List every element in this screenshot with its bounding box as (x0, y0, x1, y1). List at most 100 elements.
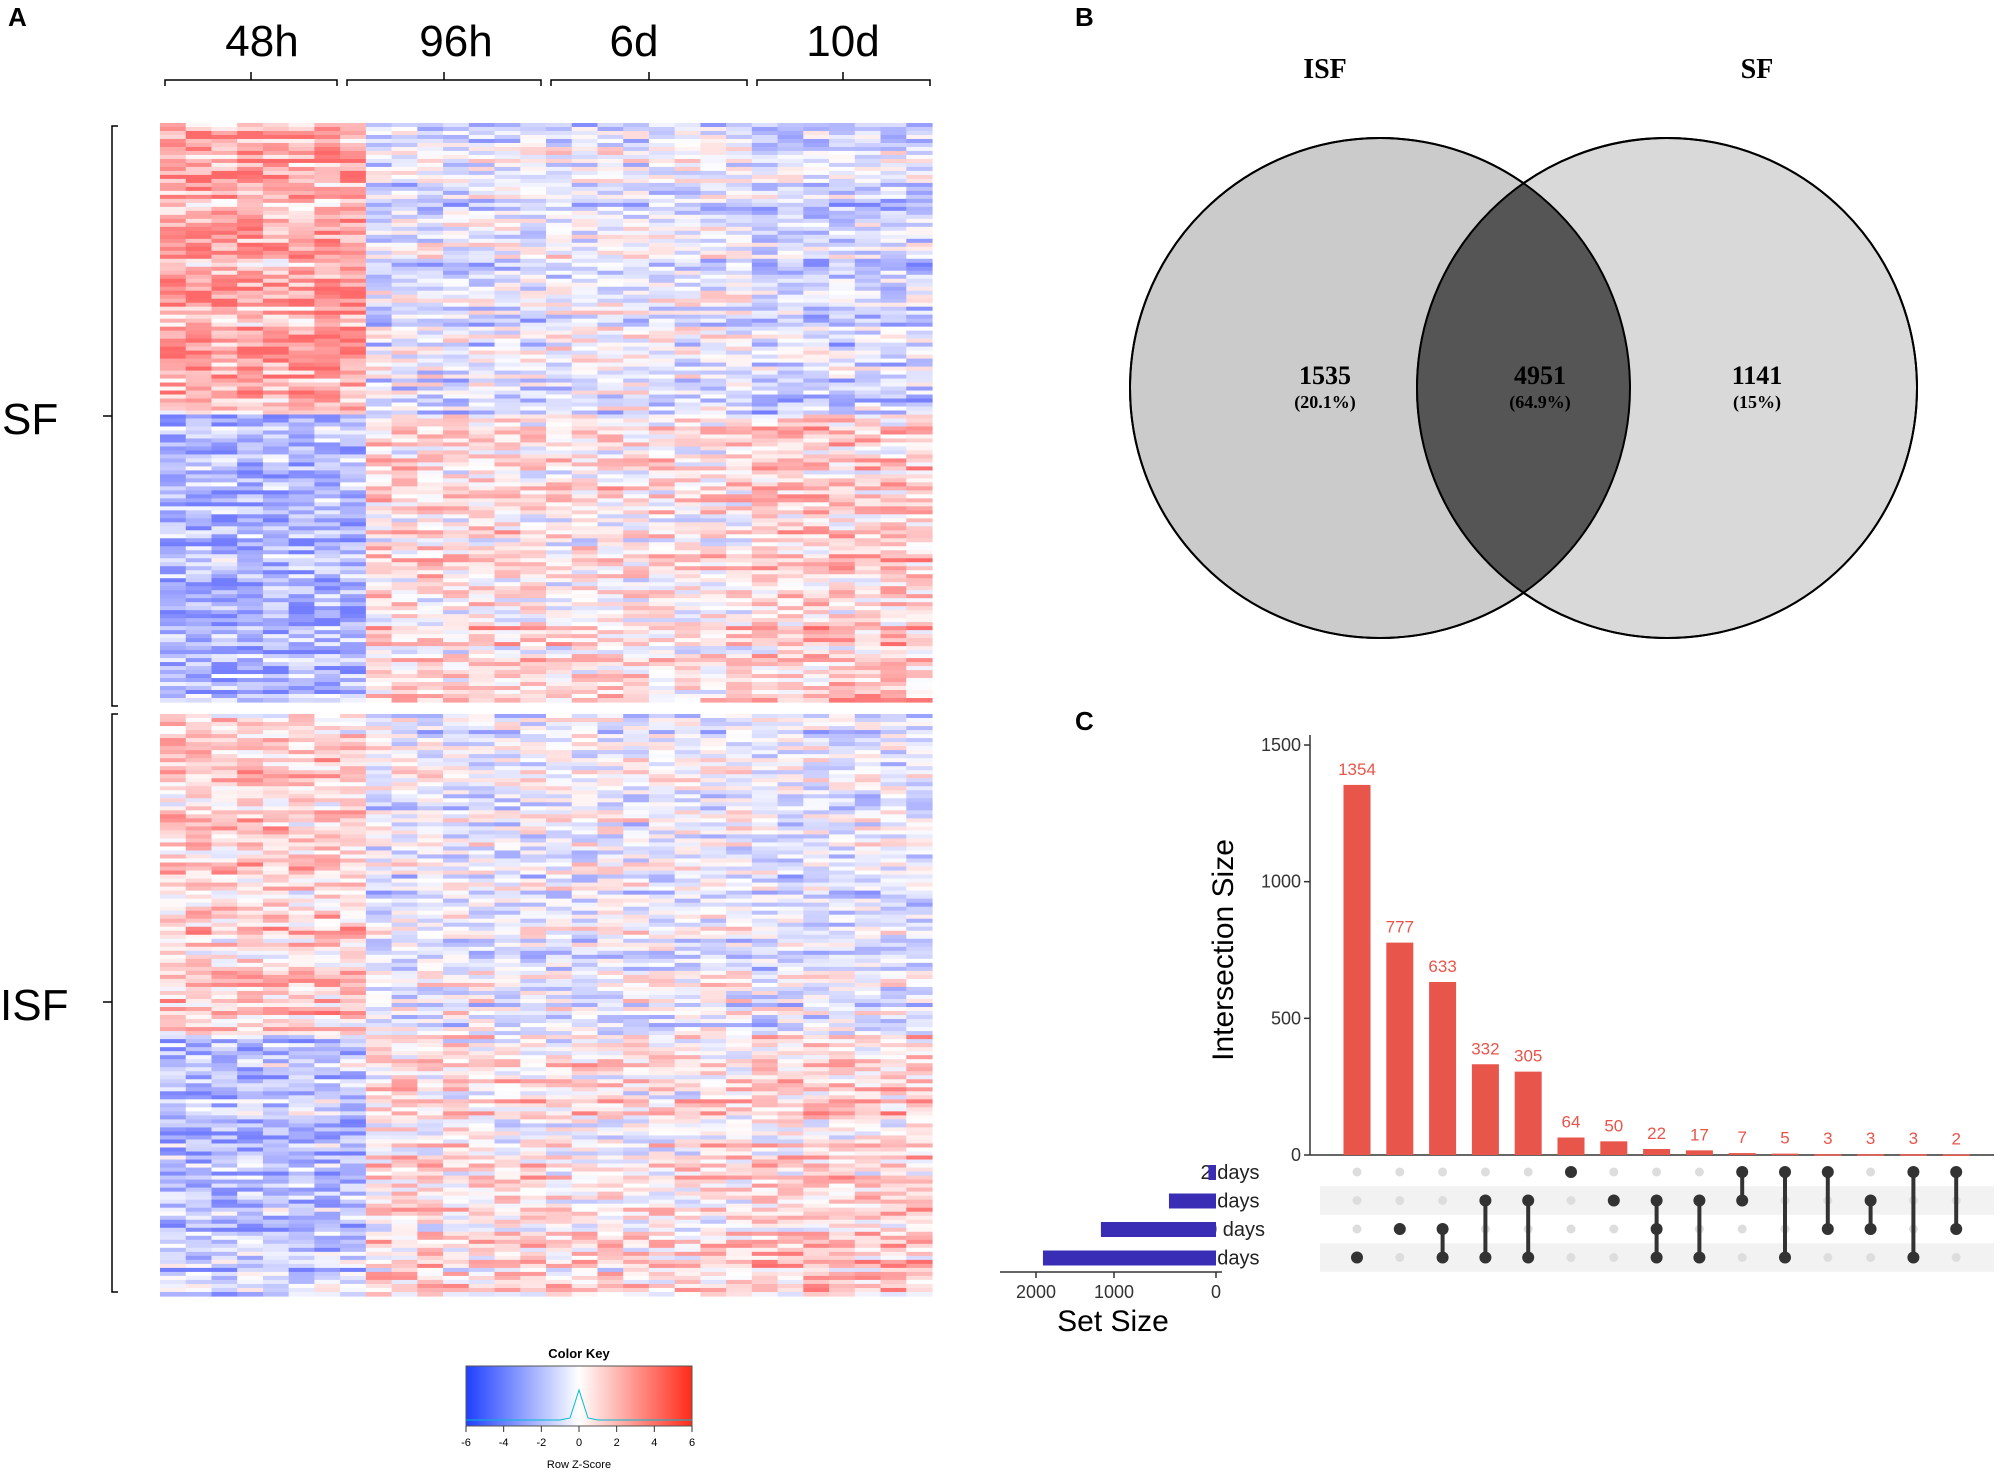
matrix-dot-off (1438, 1196, 1448, 1205)
venn-count-both: 4951 (1514, 361, 1566, 390)
intersection-bar (1600, 1141, 1628, 1155)
intersection-bar (1814, 1154, 1842, 1156)
bar-value-label: 50 (1604, 1116, 1623, 1135)
color-key-tick-label: 0 (576, 1437, 582, 1449)
bar-value-label: 64 (1562, 1113, 1581, 1132)
matrix-dot-off (1523, 1167, 1533, 1177)
matrix-dot-off (1480, 1167, 1490, 1177)
bar-value-label: 1354 (1338, 760, 1376, 779)
venn-label-sf: SF (1741, 54, 1774, 85)
matrix-dot-off (1866, 1167, 1876, 1177)
intersection-bar (1643, 1148, 1671, 1155)
bar-value-label: 3 (1866, 1129, 1875, 1148)
matrix-dot-off (1823, 1253, 1833, 1262)
matrix-dot-on (1821, 1166, 1834, 1178)
matrix-dot-off (1395, 1196, 1405, 1205)
venn-pct-both: (64.9%) (1509, 392, 1571, 413)
matrix-dot-on (1436, 1251, 1449, 1264)
matrix-dot-on (1565, 1166, 1577, 1178)
matrix-dot-off (1566, 1253, 1576, 1262)
bar-value-label: 3 (1823, 1129, 1832, 1148)
set-size-tick-label: 0 (1211, 1282, 1221, 1302)
bar-value-label: 3 (1909, 1129, 1918, 1148)
color-key-xlabel: Row Z-Score (547, 1459, 611, 1471)
matrix-dot-on (1907, 1166, 1920, 1178)
matrix-dot-on (1821, 1223, 1834, 1235)
column-brackets (164, 72, 931, 86)
intersection-bar (1771, 1153, 1799, 1156)
group-label-isf: ISF (0, 981, 68, 1030)
venn-count-isf-only: 1535 (1299, 361, 1351, 390)
intersection-bar (1557, 1137, 1585, 1155)
panel-label-a: A (8, 2, 27, 32)
matrix-dot-on (1950, 1166, 1963, 1178)
matrix-dot-off (1951, 1253, 1961, 1262)
matrix-dot-off (1352, 1167, 1362, 1177)
matrix-dot-off (1652, 1167, 1662, 1177)
matrix-dot-on (1479, 1251, 1492, 1264)
matrix-dot-on (1522, 1251, 1535, 1264)
timepoint-label: 6d (610, 17, 659, 66)
intersection-bar (1343, 784, 1371, 1155)
set-size-bar (1208, 1165, 1216, 1180)
matrix-dot-on (1864, 1194, 1877, 1207)
bar-value-label: 17 (1690, 1125, 1709, 1144)
bar-value-label: 5 (1780, 1129, 1789, 1148)
color-key-tick-label: 4 (651, 1437, 657, 1449)
matrix-dot-on (1864, 1223, 1877, 1235)
matrix-dot-off (1609, 1167, 1619, 1177)
venn-intersection (1417, 138, 1630, 638)
set-size-tick-label: 1000 (1094, 1282, 1134, 1302)
venn-pct-isf-only: (20.1%) (1294, 392, 1356, 413)
bar-value-label: 777 (1386, 918, 1414, 937)
matrix-dot-off (1866, 1253, 1876, 1262)
matrix-dot-off (1395, 1253, 1405, 1262)
matrix-dot-on (1907, 1251, 1920, 1264)
intersection-bar (1857, 1154, 1885, 1156)
matrix-dot-off (1737, 1253, 1747, 1262)
color-key-tick-label: 2 (614, 1437, 620, 1449)
upset-plot: Intersection Size Set Size 0500100015001… (1000, 735, 1994, 1338)
bar-value-label: 22 (1647, 1124, 1666, 1143)
color-key-tick-label: 6 (689, 1437, 695, 1449)
matrix-dot-on (1351, 1251, 1363, 1264)
y-tick-label: 1500 (1261, 735, 1301, 755)
intersection-bar (1728, 1153, 1756, 1155)
row-brackets (103, 125, 118, 1293)
intersection-bar (1471, 1064, 1499, 1155)
matrix-dot-on (1736, 1194, 1749, 1207)
timepoint-label: 96h (419, 17, 492, 66)
venn-pct-sf-only: (15%) (1733, 392, 1781, 413)
color-key-title: Color Key (548, 1346, 610, 1361)
matrix-dot-on (1736, 1166, 1749, 1178)
venn-panel: ISF SF 1535 (20.1%) 4951 (64.9%) 1141 (1… (1129, 54, 1918, 639)
timepoint-label: 10d (806, 17, 879, 66)
set-size-bar (1042, 1250, 1216, 1266)
y-tick-label: 0 (1291, 1145, 1301, 1165)
matrix-dot-on (1693, 1251, 1706, 1264)
matrix-dot-on (1779, 1166, 1791, 1178)
panel-label-c: C (1075, 706, 1094, 736)
intersection-bar (1942, 1154, 1970, 1156)
matrix-dot-on (1393, 1223, 1406, 1235)
matrix-dot-on (1650, 1194, 1663, 1207)
intersection-bar (1685, 1150, 1713, 1155)
timepoint-label: 48h (225, 17, 298, 66)
matrix-dot-off (1566, 1196, 1576, 1205)
panel-label-b: B (1075, 2, 1094, 32)
matrix-dot-on (1436, 1223, 1449, 1235)
matrix-dot-on (1693, 1194, 1706, 1207)
group-label-sf: SF (2, 395, 58, 444)
bar-value-label: 7 (1737, 1128, 1746, 1147)
matrix-dot-off (1694, 1167, 1704, 1177)
matrix-dot-on (1607, 1194, 1620, 1207)
y-axis-label: Intersection Size (1207, 839, 1240, 1061)
matrix-dot-on (1950, 1223, 1963, 1235)
y-tick-label: 500 (1271, 1008, 1301, 1028)
matrix-dot-on (1650, 1223, 1663, 1235)
matrix-dot-on (1650, 1251, 1663, 1264)
matrix-dot-off (1737, 1224, 1747, 1234)
bar-value-label: 2 (1951, 1129, 1960, 1148)
bar-value-label: 633 (1428, 957, 1456, 976)
color-key-density (466, 1388, 692, 1421)
